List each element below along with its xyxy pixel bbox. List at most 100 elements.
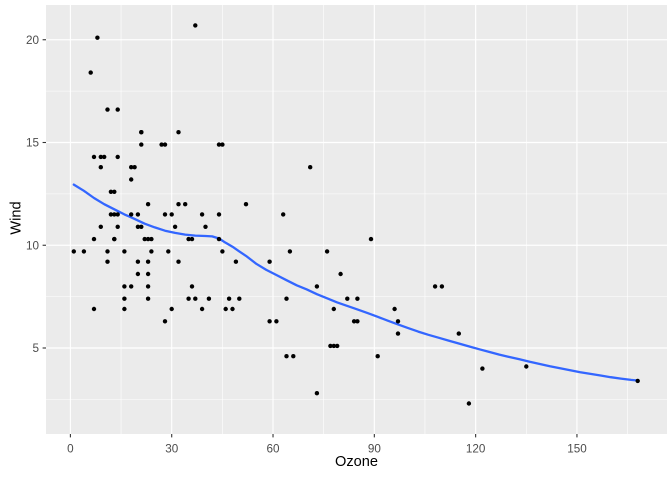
scatter-point (230, 306, 235, 312)
scatter-point (466, 401, 472, 406)
x-tick-label: 120 (466, 443, 486, 456)
scatter-point (186, 296, 191, 301)
scatter-point (328, 343, 333, 349)
scatter-point (338, 271, 343, 277)
scatter-point (345, 296, 350, 301)
scatter-point (189, 236, 195, 242)
scatter-point (203, 224, 208, 229)
scatter-point (115, 107, 120, 112)
scatter-point (166, 249, 171, 254)
scatter-point (149, 249, 154, 254)
scatter-point (162, 319, 168, 324)
scatter-point (122, 284, 127, 289)
scatter-point (98, 165, 104, 170)
scatter-point (91, 236, 97, 242)
scatter-point (172, 224, 178, 229)
scatter-point (284, 354, 289, 359)
scatter-point (115, 154, 120, 160)
panel-background (46, 5, 667, 434)
scatter-point (91, 306, 97, 312)
x-tick-label: 90 (368, 443, 382, 456)
scatter-point (105, 249, 110, 254)
scatter-point (183, 202, 188, 207)
scatter-point (220, 142, 225, 147)
scatter-point (139, 224, 144, 229)
scatter-point (186, 236, 191, 242)
scatter-point (105, 259, 110, 264)
scatter-point (267, 259, 272, 264)
scatter-point (395, 331, 401, 336)
scatter-point (331, 343, 336, 349)
scatter-point (139, 130, 144, 135)
scatter-point (524, 364, 529, 369)
scatter-point (274, 319, 279, 324)
scatter-point (129, 165, 134, 170)
scatter-point (149, 236, 154, 242)
scatter-point (456, 331, 461, 336)
smooth-line (72, 183, 639, 382)
scatter-point (176, 202, 181, 207)
scatter-point (129, 212, 134, 217)
scatter-point (145, 271, 151, 277)
scatter-point (439, 284, 445, 289)
scatter-point (176, 259, 181, 264)
scatter-point (395, 319, 401, 324)
x-tick-label: 150 (567, 443, 587, 456)
x-tick-label: 60 (267, 443, 281, 456)
scatter-point (281, 212, 286, 217)
scatter-point (392, 306, 397, 312)
scatter-point (162, 142, 168, 147)
scatter-point (71, 249, 77, 254)
scatter-point (122, 306, 127, 312)
scatter-point (331, 306, 336, 312)
scatter-point (102, 154, 107, 160)
y-tick-label: 10 (26, 239, 40, 252)
scatter-point (287, 249, 293, 254)
scatter-point (314, 391, 320, 396)
scatter-point (105, 107, 110, 112)
scatter-point (91, 154, 97, 160)
scatter-point (98, 154, 104, 160)
scatter-point (351, 319, 357, 324)
scatter-point (189, 284, 195, 289)
scatter-point (308, 165, 313, 170)
scatter-point (145, 284, 151, 289)
scatter-point (199, 212, 205, 217)
scatter-point (135, 271, 141, 277)
scatter-point (145, 202, 151, 207)
scatter-point (159, 142, 164, 147)
scatter-point (355, 319, 360, 324)
scatter-point (193, 296, 198, 301)
scatter-point (216, 142, 222, 147)
y-tick-label: 5 (32, 342, 39, 355)
scatter-point (112, 189, 117, 194)
scatter-point (233, 259, 239, 264)
scatter-point (145, 236, 151, 242)
scatter-point (355, 296, 360, 301)
x-tick-label: 30 (165, 443, 179, 456)
scatter-point (432, 284, 438, 289)
scatter-point (169, 212, 174, 217)
scatter-point (135, 259, 141, 264)
scatter-point (314, 284, 320, 289)
y-tick-label: 20 (26, 34, 40, 47)
scatter-point (81, 249, 87, 254)
scatter-point (226, 296, 232, 301)
x-axis-title: Ozone (335, 454, 378, 470)
scatter-point (129, 284, 134, 289)
scatter-point (635, 378, 640, 384)
scatter-point (199, 306, 205, 312)
scatter-point (216, 236, 222, 242)
scatter-point (237, 296, 242, 301)
scatter-point (135, 224, 141, 229)
scatter-point (243, 202, 249, 207)
scatter-point (223, 306, 228, 312)
scatter-point (176, 130, 181, 135)
scatter-point (115, 224, 120, 229)
scatter-point (284, 296, 289, 301)
scatter-point (162, 212, 168, 217)
scatter-point (135, 212, 141, 217)
scatter-point (122, 249, 127, 254)
scatter-point (112, 212, 117, 217)
